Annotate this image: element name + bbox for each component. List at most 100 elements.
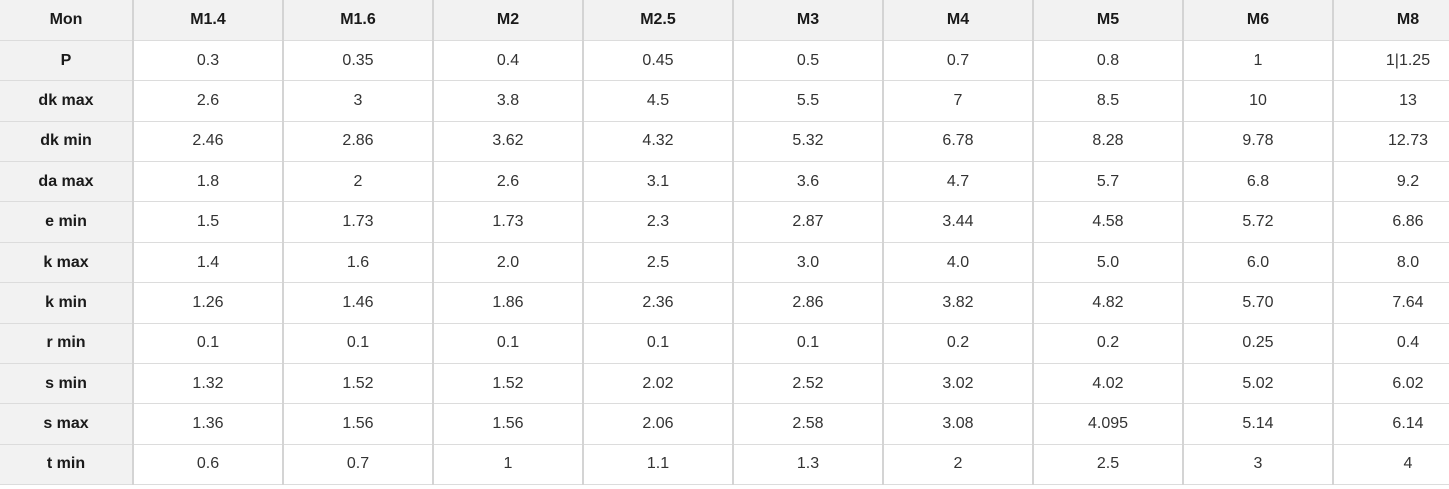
value-cell: 3.1 [583,161,734,203]
value-cell: 3.8 [433,80,584,122]
value-cell: 0.2 [1033,323,1184,365]
value-cell: 2.58 [733,403,884,445]
value-cell: 2.36 [583,282,734,324]
value-cell: 3.44 [883,201,1034,243]
value-cell: 0.35 [283,40,434,82]
value-cell: 1.73 [433,201,584,243]
table-row: t min 0.6 0.7 1 1.1 1.3 2 2.5 3 4 [0,444,1449,486]
column-header-cell: M1.6 [283,0,434,41]
value-cell: 3.62 [433,121,584,163]
value-cell: 8.5 [1033,80,1184,122]
column-header-cell: M3 [733,0,884,41]
value-cell: 0.2 [883,323,1034,365]
column-header-cell: M2.5 [583,0,734,41]
value-cell: 9.2 [1333,161,1449,203]
row-label-cell: k max [0,242,134,284]
column-header-cell: M5 [1033,0,1184,41]
value-cell: 2 [883,444,1034,486]
value-cell: 6.14 [1333,403,1449,445]
value-cell: 5.0 [1033,242,1184,284]
value-cell: 0.45 [583,40,734,82]
value-cell: 0.4 [433,40,584,82]
value-cell: 1.5 [133,201,284,243]
value-cell: 4.095 [1033,403,1184,445]
row-label-cell: s min [0,363,134,405]
value-cell: 1.86 [433,282,584,324]
value-cell: 4.5 [583,80,734,122]
row-label-cell: s max [0,403,134,445]
table-row: k max 1.4 1.6 2.0 2.5 3.0 4.0 5.0 6.0 8.0 [0,242,1449,284]
value-cell: 1.73 [283,201,434,243]
value-cell: 0.1 [133,323,284,365]
table-row: dk min 2.46 2.86 3.62 4.32 5.32 6.78 8.28 9.78 12… [0,121,1449,163]
value-cell: 2.6 [133,80,284,122]
row-label-cell: e min [0,201,134,243]
row-label-cell: k min [0,282,134,324]
value-cell: 0.1 [583,323,734,365]
table-row: da max 1.8 2 2.6 3.1 3.6 4.7 5.7 6.8 9.2 [0,161,1449,203]
value-cell: 4.02 [1033,363,1184,405]
value-cell: 2.86 [283,121,434,163]
value-cell: 1.1 [583,444,734,486]
table-row: e min 1.5 1.73 1.73 2.3 2.87 3.44 4.58 5.72 6.86 [0,201,1449,243]
value-cell: 3.0 [733,242,884,284]
value-cell: 1.6 [283,242,434,284]
value-cell: 4.58 [1033,201,1184,243]
value-cell: 2.52 [733,363,884,405]
value-cell: 2.46 [133,121,284,163]
value-cell: 3.6 [733,161,884,203]
value-cell: 5.7 [1033,161,1184,203]
value-cell: 2.86 [733,282,884,324]
value-cell: 3 [283,80,434,122]
value-cell: 8.0 [1333,242,1449,284]
value-cell: 5.5 [733,80,884,122]
column-header-cell: M6 [1183,0,1334,41]
value-cell: 6.78 [883,121,1034,163]
value-cell: 2.87 [733,201,884,243]
value-cell: 3.02 [883,363,1034,405]
row-label-cell: r min [0,323,134,365]
value-cell: 4.0 [883,242,1034,284]
table-head: Mon M1.4 M1.6 M2 M2.5 M3 M4 M5 M6 M8 [0,0,1449,41]
value-cell: 1.52 [283,363,434,405]
value-cell: 3.08 [883,403,1034,445]
value-cell: 0.7 [283,444,434,486]
value-cell: 2.3 [583,201,734,243]
value-cell: 9.78 [1183,121,1334,163]
value-cell: 3 [1183,444,1334,486]
value-cell: 2 [283,161,434,203]
table-row: dk max 2.6 3 3.8 4.5 5.5 7 8.5 10 13 [0,80,1449,122]
value-cell: 6.86 [1333,201,1449,243]
value-cell: 1.36 [133,403,284,445]
value-cell: 5.14 [1183,403,1334,445]
value-cell: 13 [1333,80,1449,122]
value-cell: 1.8 [133,161,284,203]
value-cell: 0.1 [283,323,434,365]
column-header-cell: M2 [433,0,584,41]
value-cell: 1.26 [133,282,284,324]
corner-header-cell: Mon [0,0,134,41]
value-cell: 1.56 [433,403,584,445]
row-label-cell: t min [0,444,134,486]
value-cell: 0.7 [883,40,1034,82]
value-cell: 3.82 [883,282,1034,324]
value-cell: 4 [1333,444,1449,486]
table-row: r min 0.1 0.1 0.1 0.1 0.1 0.2 0.2 0.25 0.4 [0,323,1449,365]
value-cell: 7.64 [1333,282,1449,324]
value-cell: 4.32 [583,121,734,163]
value-cell: 5.72 [1183,201,1334,243]
value-cell: 5.32 [733,121,884,163]
value-cell: 1 [1183,40,1334,82]
value-cell: 8.28 [1033,121,1184,163]
value-cell: 1|1.25 [1333,40,1449,82]
value-cell: 0.8 [1033,40,1184,82]
value-cell: 6.02 [1333,363,1449,405]
value-cell: 1 [433,444,584,486]
value-cell: 10 [1183,80,1334,122]
row-label-cell: dk min [0,121,134,163]
column-header-cell: M8 [1333,0,1449,41]
table-row: s max 1.36 1.56 1.56 2.06 2.58 3.08 4.095 5.14 6.… [0,403,1449,445]
value-cell: 2.06 [583,403,734,445]
